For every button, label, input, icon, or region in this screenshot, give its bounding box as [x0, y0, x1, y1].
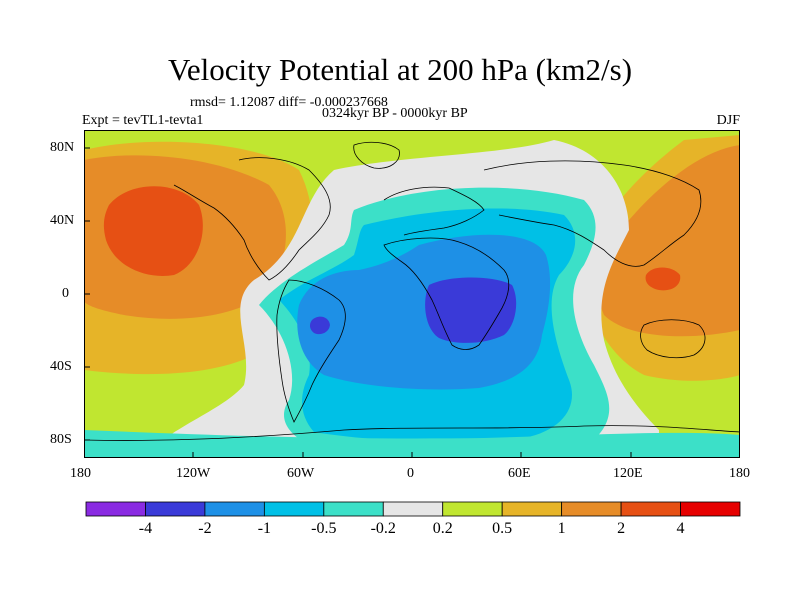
- tick-marks: [84, 147, 632, 458]
- colorbar-label: 0.2: [432, 520, 453, 537]
- colorbar-label: -2: [198, 520, 212, 537]
- lat-tick-label-0: 0: [62, 286, 69, 301]
- colorbar-label: 2: [617, 520, 626, 537]
- lon-tick-label-120w: 120W: [176, 466, 211, 481]
- colorbar-swatch: [323, 501, 384, 517]
- colorbar-label: 1: [557, 520, 566, 537]
- colorbar-swatch: [145, 501, 206, 517]
- map-panel: [84, 130, 740, 458]
- very-strong-negative-core-amazon: [309, 316, 330, 335]
- coastline-antarctica: [84, 425, 740, 441]
- colorbar-swatch: [680, 501, 741, 517]
- lon-tick-label-180e: 180: [729, 466, 750, 481]
- colorbar-swatch: [263, 501, 325, 517]
- season-label: DJF: [716, 113, 740, 128]
- colorbar-label: 4: [676, 520, 685, 537]
- colorbar-label: -4: [138, 520, 153, 537]
- coastline-australia: [640, 319, 706, 359]
- lon-tick-label-0: 0: [407, 466, 414, 481]
- colorbar-label: -0.2: [370, 520, 396, 537]
- colorbar-swatch: [85, 501, 146, 517]
- lat-tick-label-40s: 40S: [50, 359, 72, 374]
- stats-line: rmsd= 1.12087 diff= -0.000237668: [190, 95, 388, 110]
- positive-anomaly-east-core: [645, 267, 681, 291]
- lon-tick-label-180w: 180: [70, 466, 91, 481]
- coastline-greenland: [353, 141, 400, 169]
- coastline-africa: [383, 237, 510, 350]
- period-label: 0324kyr BP - 0000kyr BP: [322, 106, 468, 121]
- colorbar-label: -1: [257, 520, 272, 537]
- colorbar-swatch: [561, 501, 622, 517]
- coastline-south-america: [276, 279, 346, 423]
- colorbar-swatch: [501, 501, 563, 517]
- experiment-label: Expt = tevTL1-tevta1: [82, 113, 204, 128]
- very-strong-negative-core-africa: [425, 277, 517, 343]
- lat-tick-label-80n: 80N: [50, 140, 75, 155]
- colorbar-swatch: [442, 501, 503, 517]
- coastline-north-america: [173, 157, 331, 281]
- colorbar: [85, 501, 741, 517]
- coastline-asia: [483, 160, 702, 267]
- colorbar-label: -0.5: [311, 520, 337, 537]
- lat-tick-label-80s: 80S: [50, 432, 72, 447]
- plot-title: Velocity Potential at 200 hPa (km2/s): [167, 52, 633, 87]
- colorbar-swatch: [620, 501, 681, 517]
- coastlines: [84, 141, 740, 441]
- coastline-europe: [383, 186, 485, 236]
- colorbar-swatch: [382, 501, 444, 517]
- velocity-potential-map: [84, 130, 740, 458]
- colorbar-swatch: [204, 501, 265, 517]
- strong-negative-region: [297, 234, 551, 390]
- lon-tick-label-60e: 60E: [508, 466, 531, 481]
- positive-anomaly-west-core: [103, 186, 203, 276]
- colorbar-label: 0.5: [492, 520, 513, 537]
- lat-tick-label-40n: 40N: [50, 213, 75, 228]
- lon-tick-label-60w: 60W: [287, 466, 315, 481]
- lon-tick-label-120e: 120E: [613, 466, 643, 481]
- positive-anomaly-east: [597, 145, 740, 337]
